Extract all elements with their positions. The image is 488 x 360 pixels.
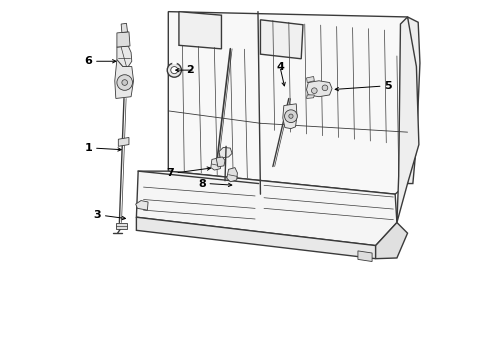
Circle shape	[284, 110, 297, 123]
Polygon shape	[135, 201, 148, 210]
Polygon shape	[118, 138, 129, 146]
Polygon shape	[282, 104, 296, 129]
Polygon shape	[115, 59, 133, 99]
Polygon shape	[226, 168, 237, 182]
Circle shape	[122, 80, 127, 85]
Circle shape	[117, 75, 132, 90]
Text: 7: 7	[166, 168, 174, 178]
Text: 3: 3	[93, 211, 101, 220]
Text: 8: 8	[198, 179, 205, 189]
Polygon shape	[216, 157, 224, 167]
Polygon shape	[357, 251, 371, 261]
Polygon shape	[121, 23, 127, 32]
Polygon shape	[136, 217, 375, 259]
Polygon shape	[116, 222, 126, 229]
Polygon shape	[375, 222, 407, 259]
Polygon shape	[136, 171, 396, 246]
Polygon shape	[168, 12, 407, 194]
Text: 2: 2	[185, 65, 193, 75]
Text: 5: 5	[384, 81, 391, 91]
Polygon shape	[306, 81, 331, 97]
Circle shape	[322, 85, 327, 91]
Polygon shape	[260, 20, 303, 59]
Text: 1: 1	[84, 143, 92, 153]
Polygon shape	[219, 147, 232, 158]
Polygon shape	[210, 158, 220, 170]
Polygon shape	[117, 32, 130, 47]
Circle shape	[167, 63, 181, 77]
Polygon shape	[396, 17, 418, 222]
Polygon shape	[179, 12, 221, 49]
Circle shape	[288, 114, 292, 118]
Text: 4: 4	[275, 62, 284, 72]
Polygon shape	[306, 77, 314, 82]
Text: 6: 6	[84, 56, 92, 66]
Circle shape	[170, 67, 178, 74]
Circle shape	[311, 88, 317, 94]
Polygon shape	[117, 46, 132, 67]
Polygon shape	[407, 17, 419, 184]
Polygon shape	[306, 95, 314, 99]
